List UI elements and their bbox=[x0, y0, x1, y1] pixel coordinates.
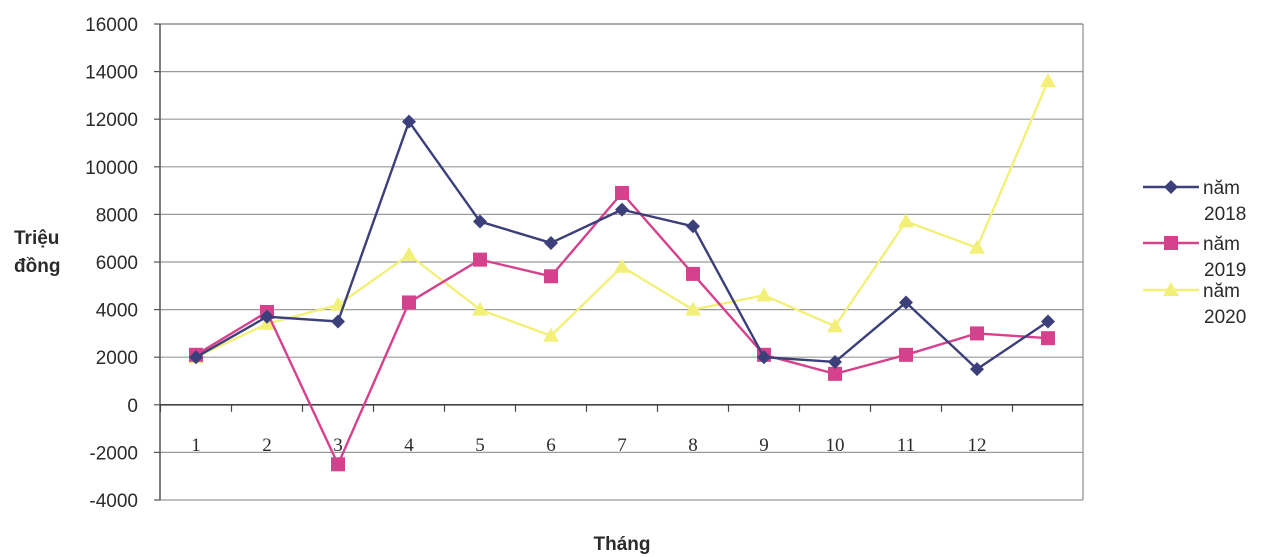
data-point-s2-9 bbox=[827, 318, 843, 333]
data-point-s0-10 bbox=[899, 295, 913, 310]
data-point-s1-6 bbox=[615, 185, 629, 200]
legend-label-0-line-2: 2018 bbox=[1204, 204, 1246, 225]
series-năm-2019 bbox=[189, 185, 1055, 472]
data-point-s0-7 bbox=[686, 219, 700, 234]
legend-label-2-line-1: năm bbox=[1203, 281, 1240, 302]
data-point-s2-4 bbox=[472, 301, 488, 316]
data-point-s2-6 bbox=[614, 258, 630, 273]
data-point-s2-7 bbox=[685, 301, 701, 316]
data-point-s0-0 bbox=[189, 350, 203, 365]
legend-label-1-line-2: 2019 bbox=[1204, 260, 1246, 281]
y-tick-label-6: 8000 bbox=[96, 205, 138, 226]
x-tick-label-11: 11 bbox=[897, 435, 915, 456]
legend-marker-0 bbox=[1164, 180, 1178, 194]
legend-item-0: năm 2018 bbox=[1143, 178, 1246, 225]
data-point-s1-4 bbox=[473, 252, 487, 267]
data-point-s1-9 bbox=[828, 366, 842, 381]
data-point-s0-9 bbox=[828, 354, 842, 369]
y-tick-label-10: 16000 bbox=[85, 15, 138, 36]
x-tick-label-12: 12 bbox=[968, 435, 987, 456]
x-tick-label-5: 5 bbox=[475, 435, 485, 456]
data-point-s2-12 bbox=[1040, 73, 1056, 88]
x-tick-label-7: 7 bbox=[617, 435, 627, 456]
data-point-s2-5 bbox=[543, 327, 559, 342]
series-line-1 bbox=[195, 191, 1049, 466]
y-tick-label-3: 2000 bbox=[96, 348, 138, 369]
x-tick-label-1: 1 bbox=[191, 435, 201, 456]
x-tick-label-8: 8 bbox=[688, 435, 698, 456]
x-axis-ticks: 1 2 3 4 5 6 7 8 9 10 11 12 bbox=[159, 404, 1014, 456]
series-line-0 bbox=[195, 120, 1049, 371]
legend-label-2-line-2: 2020 bbox=[1204, 307, 1246, 328]
y-tick-label-4: 4000 bbox=[96, 301, 138, 322]
data-point-s0-3 bbox=[402, 114, 416, 129]
data-point-s0-4 bbox=[473, 214, 487, 229]
x-tick-label-3: 3 bbox=[333, 435, 343, 456]
data-point-s1-5 bbox=[544, 269, 558, 284]
data-point-s2-3 bbox=[401, 246, 417, 261]
y-axis-title-line-1: Triệu bbox=[14, 228, 59, 249]
data-point-s2-10 bbox=[898, 213, 914, 228]
data-point-s1-10 bbox=[899, 347, 913, 362]
y-tick-label-7: 10000 bbox=[85, 158, 138, 179]
legend-label-1-line-1: năm bbox=[1203, 234, 1240, 255]
data-point-s2-11 bbox=[969, 239, 985, 254]
x-tick-label-6: 6 bbox=[546, 435, 556, 456]
data-point-s0-12 bbox=[1041, 314, 1055, 329]
x-tick-label-2: 2 bbox=[262, 435, 272, 456]
data-point-s1-11 bbox=[970, 326, 984, 341]
data-point-s0-6 bbox=[615, 202, 629, 217]
legend-item-1: năm 2019 bbox=[1143, 234, 1246, 281]
x-tick-label-9: 9 bbox=[759, 435, 769, 456]
series-group bbox=[188, 73, 1056, 472]
data-point-s0-1 bbox=[260, 309, 274, 324]
y-tick-label-5: 6000 bbox=[96, 253, 138, 274]
series-năm-2018 bbox=[189, 114, 1055, 377]
legend-item-2: năm 2020 bbox=[1143, 281, 1246, 328]
y-tick-label-9: 14000 bbox=[85, 63, 138, 84]
legend-marker-1 bbox=[1164, 236, 1178, 250]
data-point-s0-11 bbox=[970, 362, 984, 377]
data-point-s0-2 bbox=[331, 314, 345, 329]
x-tick-label-4: 4 bbox=[404, 435, 414, 456]
x-tick-label-10: 10 bbox=[826, 435, 845, 456]
data-point-s1-12 bbox=[1041, 331, 1055, 346]
data-point-s1-2 bbox=[331, 457, 345, 472]
legend-marker-2 bbox=[1163, 282, 1179, 296]
y-tick-label-2: 0 bbox=[127, 396, 138, 417]
data-point-s0-8 bbox=[757, 350, 771, 365]
x-axis-title: Tháng bbox=[594, 534, 651, 555]
legend-label-0-line-1: năm bbox=[1203, 178, 1240, 199]
y-tick-label-1: -2000 bbox=[89, 443, 138, 464]
y-tick-label-0: -4000 bbox=[89, 491, 138, 512]
data-point-s1-7 bbox=[686, 266, 700, 281]
y-axis-title-line-2: đồng bbox=[14, 256, 60, 277]
data-point-s2-8 bbox=[756, 287, 772, 302]
data-point-s0-5 bbox=[544, 235, 558, 250]
data-point-s1-3 bbox=[402, 295, 416, 310]
y-axis-ticks: -4000 -2000 0 2000 4000 6000 8000 10000 12000 140… bbox=[85, 15, 160, 512]
y-tick-label-8: 12000 bbox=[85, 110, 138, 131]
